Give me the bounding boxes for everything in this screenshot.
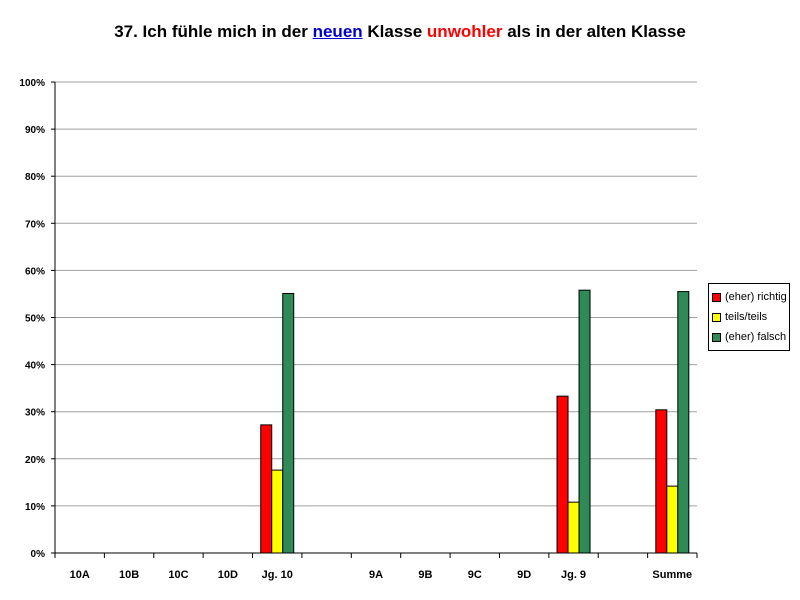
bar (578, 289, 591, 554)
x-tick-label: 10A (70, 569, 90, 581)
y-tick-label: 50% (25, 314, 45, 325)
title-emphasis-neuen: neuen (312, 22, 363, 41)
bar (677, 291, 690, 554)
y-tick-label: 10% (25, 502, 45, 513)
bar (567, 501, 580, 554)
legend-item: teils/teils (712, 307, 789, 327)
x-tick-label: Summe (652, 569, 692, 581)
legend-label: teils/teils (725, 311, 768, 323)
legend-label: (eher) falsch (725, 331, 787, 343)
y-tick-label: 0% (31, 549, 46, 560)
x-tick-label: 10B (119, 569, 139, 581)
y-tick-label: 30% (25, 408, 45, 419)
legend-label: (eher) richtig (725, 291, 787, 303)
legend-item: (eher) richtig (712, 287, 789, 307)
legend-item: (eher) falsch (712, 327, 789, 347)
chart-legend: (eher) richtig teils/teils (eher) falsch (708, 283, 790, 351)
bar (260, 424, 273, 554)
legend-swatch (712, 292, 721, 302)
title-emphasis-unwohler: unwohler (426, 22, 503, 41)
x-tick-label: 9C (468, 569, 482, 581)
x-tick-label: 9D (517, 569, 531, 581)
title-part-3: als in der alten Klasse (502, 22, 686, 41)
bar (271, 469, 284, 554)
bar (556, 395, 569, 554)
bar (655, 409, 668, 554)
chart-title: 37. Ich fühle mich in der neuen Klasse u… (0, 22, 800, 42)
x-tick-label: 9B (418, 569, 432, 581)
y-tick-label: 40% (25, 361, 45, 372)
y-tick-label: 60% (25, 266, 45, 277)
y-tick-label: 80% (25, 172, 45, 183)
x-tick-label: 9A (369, 569, 383, 581)
bar (666, 485, 679, 554)
x-tick-label: Jg. 10 (262, 569, 293, 581)
legend-swatch (712, 312, 721, 322)
legend-swatch (712, 332, 721, 342)
x-tick-label: 10C (168, 569, 188, 581)
y-tick-label: 20% (25, 455, 45, 466)
y-tick-label: 70% (25, 219, 45, 230)
x-tick-label: 10D (218, 569, 238, 581)
y-tick-label: 90% (25, 125, 45, 136)
bar (282, 292, 295, 554)
x-tick-label: Jg. 9 (561, 569, 586, 581)
title-part-1: 37. Ich fühle mich in der (114, 22, 313, 41)
y-tick-label: 100% (19, 78, 45, 89)
title-part-2: Klasse (362, 22, 427, 41)
